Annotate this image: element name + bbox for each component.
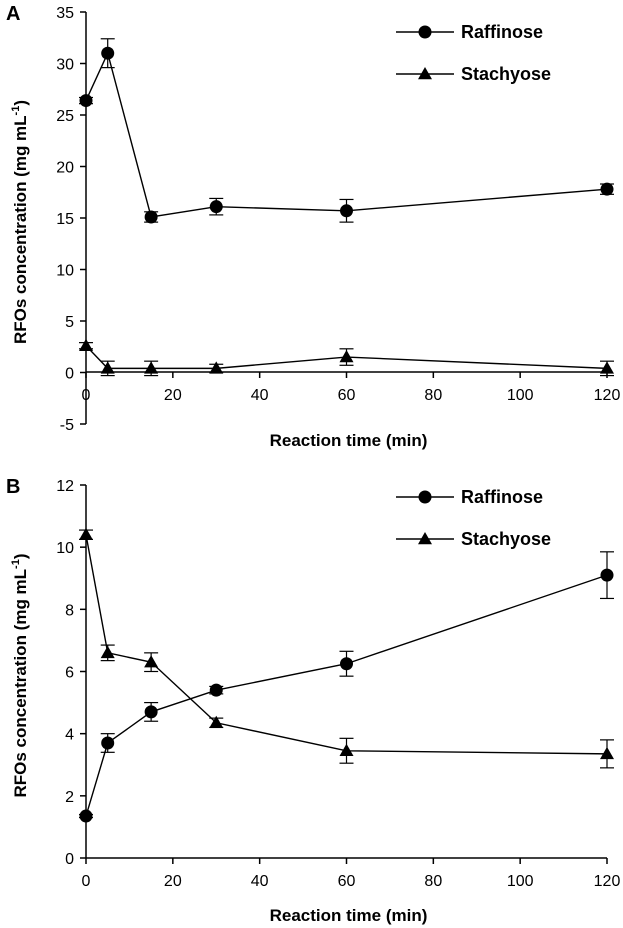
y-tick-label: -5 [60, 417, 74, 434]
data-point-raffinose [209, 683, 223, 697]
data-point-raffinose [340, 657, 353, 671]
data-point-raffinose [79, 94, 93, 108]
x-tick-label: 100 [507, 873, 534, 890]
series-line-stachyose [85, 345, 608, 370]
y-tick-label: 10 [56, 540, 74, 557]
x-tick-label: 120 [594, 873, 621, 890]
data-point-raffinose [340, 204, 353, 218]
x-tick-label: 120 [594, 387, 621, 404]
legend-label-raffinose: Raffinose [461, 487, 543, 507]
series-line-raffinose [85, 51, 608, 218]
data-point-raffinose [79, 809, 93, 823]
y-tick-label: 10 [56, 263, 74, 280]
legend-label-raffinose: Raffinose [461, 22, 543, 42]
x-tick-label: 80 [424, 387, 442, 404]
legend-marker-raffinose [418, 25, 432, 39]
data-point-raffinose [600, 182, 614, 196]
y-tick-label: 15 [56, 211, 74, 228]
data-point-raffinose [144, 705, 158, 719]
data-point-stachyose [100, 645, 115, 659]
data-point-raffinose [101, 736, 115, 750]
y-axis-label-close: ) [11, 553, 30, 559]
y-tick-label: 4 [65, 727, 74, 744]
x-tick-label: 60 [338, 873, 356, 890]
data-point-stachyose [79, 527, 93, 540]
y-axis-label-main: RFOs concentration (mg mL [11, 115, 30, 344]
data-point-stachyose [339, 743, 354, 757]
x-tick-label: 40 [251, 387, 269, 404]
y-tick-label: 35 [56, 5, 74, 22]
x-tick-label: 40 [251, 873, 269, 890]
data-point-stachyose [600, 361, 614, 374]
y-axis-label-close: ) [11, 100, 30, 106]
chart-panel-a: A -5 0 5 10 15 20 25 30 35 0 20 40 60 80 100 120 Reaction… [6, 3, 620, 450]
legend-marker-raffinose [418, 490, 432, 504]
y-tick-label: 6 [65, 665, 74, 682]
panel-label: A [6, 3, 20, 25]
y-tick-label: 30 [56, 57, 74, 74]
y-tick-label: 0 [65, 851, 74, 868]
series-line-raffinose [85, 574, 608, 817]
legend-marker-stachyose [418, 67, 432, 80]
data-point-stachyose [339, 350, 354, 363]
y-tick-label: 0 [65, 366, 74, 383]
data-point-raffinose [144, 210, 158, 224]
data-point-stachyose [600, 746, 614, 760]
y-axis-label-superscript: -1 [10, 106, 22, 116]
x-tick-label: 20 [164, 873, 182, 890]
y-tick-label: 5 [65, 314, 74, 331]
x-tick-label: 60 [338, 387, 356, 404]
legend-label-stachyose: Stachyose [461, 64, 551, 84]
y-tick-label: 8 [65, 602, 74, 619]
x-axis-label: Reaction time (min) [270, 906, 428, 925]
y-tick-label: 25 [56, 108, 74, 125]
y-axis-label: RFOs concentration (mg mL-1) [10, 100, 30, 344]
x-tick-label: 0 [82, 387, 91, 404]
y-tick-label: 20 [56, 160, 74, 177]
legend-marker-stachyose [418, 532, 432, 545]
x-tick-label: 20 [164, 387, 182, 404]
y-tick-label: 12 [56, 478, 74, 495]
x-tick-label: 0 [82, 873, 91, 890]
data-point-stachyose [79, 338, 93, 351]
legend-label-stachyose: Stachyose [461, 529, 551, 549]
x-axis-label: Reaction time (min) [270, 431, 428, 450]
data-point-stachyose [144, 361, 159, 374]
x-tick-label: 100 [507, 387, 534, 404]
panel-label: B [6, 476, 20, 498]
data-point-stachyose [209, 361, 224, 374]
data-point-raffinose [600, 568, 614, 582]
y-axis-label-superscript: -1 [10, 559, 22, 569]
data-point-raffinose [101, 46, 115, 60]
data-point-stachyose [144, 655, 159, 668]
x-tick-label: 80 [424, 873, 442, 890]
y-axis-label: RFOs concentration (mg mL-1) [10, 553, 30, 797]
data-point-stachyose [100, 361, 115, 374]
y-tick-label: 2 [65, 789, 74, 806]
data-point-raffinose [209, 200, 223, 214]
y-axis-label-main: RFOs concentration (mg mL [11, 569, 30, 798]
data-point-stachyose [209, 715, 224, 729]
series-line-stachyose [85, 534, 608, 755]
